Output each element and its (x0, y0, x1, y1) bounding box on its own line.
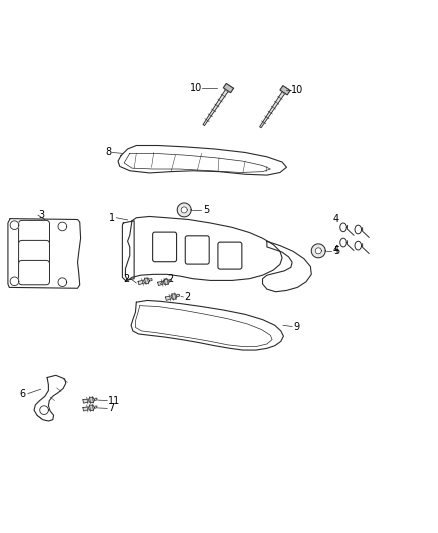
Text: 3: 3 (38, 210, 44, 220)
FancyBboxPatch shape (152, 232, 177, 262)
Polygon shape (138, 279, 152, 285)
Polygon shape (280, 86, 290, 95)
Polygon shape (262, 241, 311, 292)
Polygon shape (163, 279, 169, 285)
Polygon shape (88, 405, 95, 410)
Polygon shape (203, 85, 231, 126)
FancyBboxPatch shape (185, 236, 209, 264)
Polygon shape (88, 397, 95, 402)
Polygon shape (135, 305, 272, 346)
Text: 8: 8 (106, 148, 112, 157)
FancyBboxPatch shape (18, 220, 49, 245)
Text: 5: 5 (203, 205, 209, 215)
Polygon shape (58, 222, 67, 231)
Polygon shape (83, 406, 97, 411)
Text: 9: 9 (293, 321, 299, 332)
Polygon shape (34, 375, 66, 421)
Polygon shape (166, 294, 180, 301)
Polygon shape (340, 238, 346, 247)
Polygon shape (181, 207, 187, 213)
Text: 2: 2 (184, 292, 191, 302)
Polygon shape (355, 241, 361, 250)
Text: 5: 5 (333, 246, 340, 256)
Text: 7: 7 (108, 403, 114, 414)
Text: 4: 4 (332, 214, 339, 224)
Polygon shape (118, 146, 286, 175)
Polygon shape (311, 244, 325, 258)
Polygon shape (10, 277, 19, 286)
Polygon shape (158, 279, 172, 286)
Polygon shape (340, 223, 346, 232)
FancyBboxPatch shape (18, 261, 49, 285)
Polygon shape (40, 406, 48, 415)
Text: 6: 6 (19, 389, 25, 399)
FancyBboxPatch shape (218, 242, 242, 269)
Polygon shape (144, 278, 150, 284)
Polygon shape (260, 87, 288, 128)
Polygon shape (131, 301, 283, 350)
Polygon shape (124, 154, 270, 173)
Text: 2: 2 (167, 273, 173, 284)
Polygon shape (171, 294, 177, 299)
Text: 11: 11 (108, 395, 120, 406)
Polygon shape (58, 278, 67, 287)
Text: 2: 2 (124, 273, 130, 284)
Text: 1: 1 (110, 213, 116, 223)
Text: 4: 4 (332, 245, 339, 255)
Polygon shape (223, 84, 233, 93)
Polygon shape (122, 221, 134, 280)
Polygon shape (83, 398, 97, 403)
Polygon shape (315, 248, 321, 254)
Text: 10: 10 (291, 85, 303, 95)
Polygon shape (177, 203, 191, 217)
Polygon shape (10, 221, 19, 230)
Polygon shape (355, 225, 361, 234)
Polygon shape (8, 219, 81, 288)
FancyBboxPatch shape (18, 240, 49, 265)
Text: 10: 10 (190, 83, 202, 93)
Polygon shape (125, 216, 282, 280)
